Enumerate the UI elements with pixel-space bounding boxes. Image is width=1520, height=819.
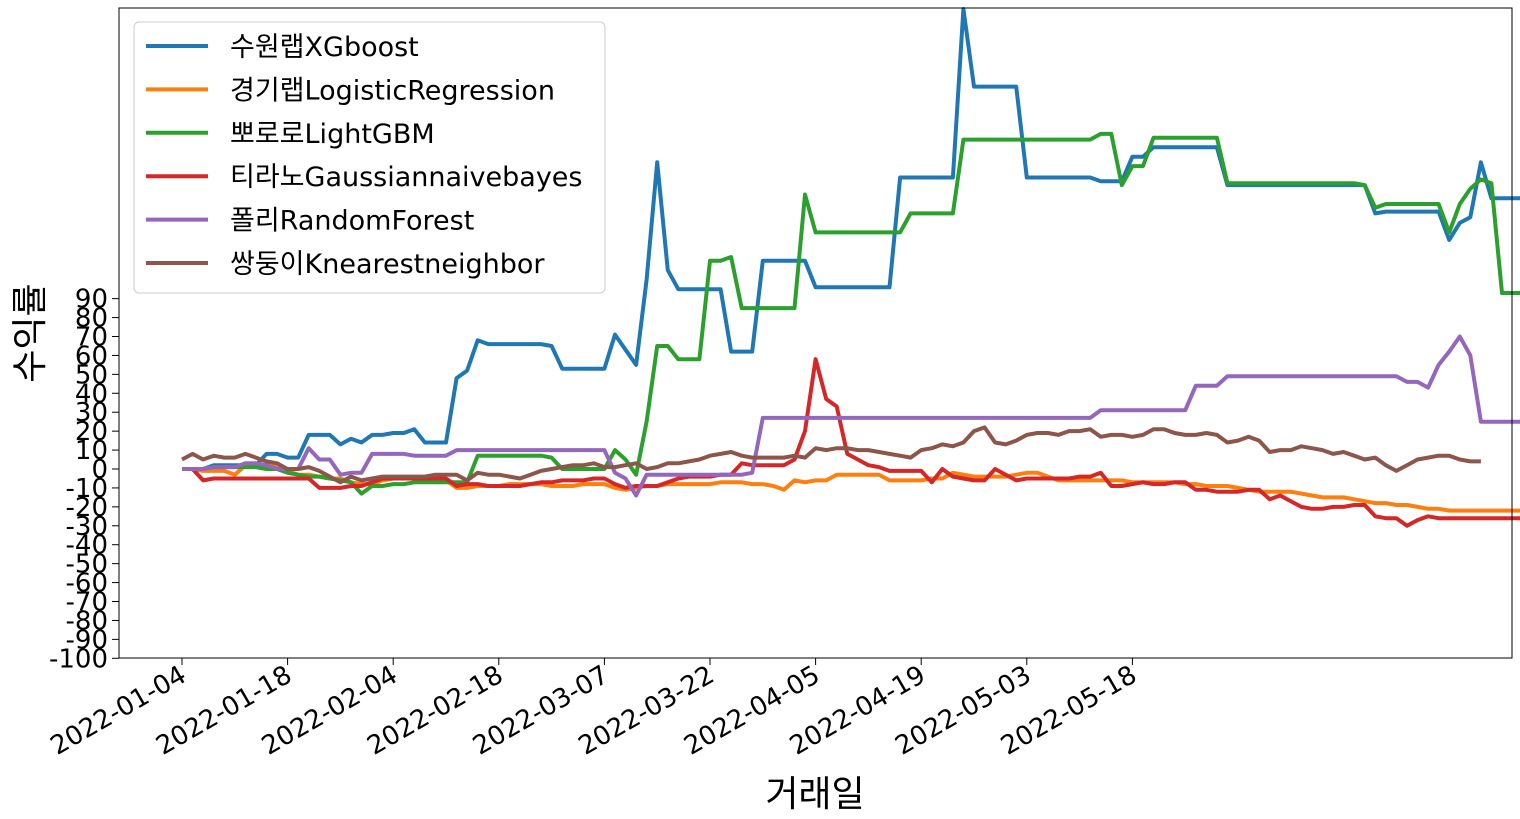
legend-label: 티라노Gaussiannaivebayes xyxy=(230,162,582,193)
legend-label: 쌍둥이Knearestneighbor xyxy=(230,249,545,280)
y-tick-label: -70 xyxy=(66,588,108,618)
y-axis: -100-90-80-70-60-50-40-30-20-10010203040… xyxy=(49,285,119,674)
y-tick-label: 50 xyxy=(75,360,108,390)
y-tick-label: -90 xyxy=(66,625,108,655)
legend-label: 폴리RandomForest xyxy=(230,206,474,237)
x-axis: 2022-01-042022-01-182022-02-042022-02-18… xyxy=(46,658,1142,762)
legend-label: 수원랩XGboost xyxy=(230,32,419,63)
y-tick-label: 70 xyxy=(75,322,108,352)
legend-label: 경기랩LogisticRegression xyxy=(230,75,555,106)
y-tick-label: 20 xyxy=(75,417,108,447)
y-tick-label: 30 xyxy=(75,398,108,428)
y-tick-label: 0 xyxy=(91,455,108,485)
y-tick-label: -30 xyxy=(66,512,108,542)
series-line-5 xyxy=(182,334,1520,498)
legend: 수원랩XGboost 경기랩LogisticRegression 뽀로로LightG… xyxy=(133,21,606,294)
y-tick-label: -40 xyxy=(66,531,108,561)
y-axis-label: 수익률 xyxy=(10,283,51,382)
y-tick-label: 60 xyxy=(75,341,108,371)
y-tick-label: -50 xyxy=(66,550,108,580)
y-tick-label: -10 xyxy=(66,474,108,504)
series-line-6 xyxy=(181,425,1481,485)
y-tick-label: -20 xyxy=(66,493,108,523)
y-tick-label: -60 xyxy=(66,569,108,599)
y-tick-label: 10 xyxy=(75,436,108,466)
legend-box xyxy=(133,21,606,294)
x-axis-label: 거래일 xyxy=(765,774,864,815)
y-tick-label: 80 xyxy=(75,304,108,334)
series-line-3 xyxy=(182,131,1520,496)
series-layer xyxy=(181,7,1520,528)
y-tick-label: 40 xyxy=(75,379,108,409)
legend-label: 뽀로로LightGBM xyxy=(230,119,435,150)
y-tick-label: -80 xyxy=(66,606,108,636)
y-tick-label: 90 xyxy=(75,285,108,315)
y-tick-label: -100 xyxy=(49,644,108,674)
